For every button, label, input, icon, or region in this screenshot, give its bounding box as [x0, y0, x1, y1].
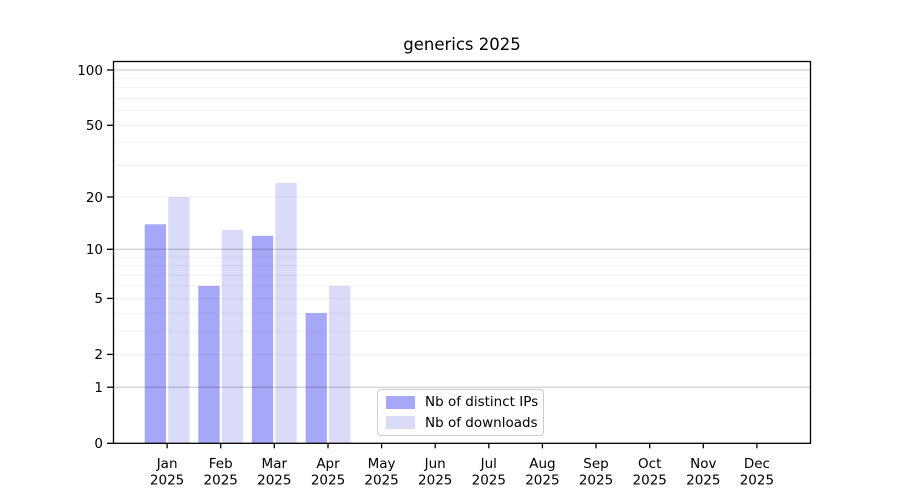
x-tick-label-month: Jun: [424, 456, 446, 472]
x-tick-label-month: Feb: [209, 456, 233, 472]
x-tick-label-year: 2025: [257, 472, 291, 488]
y-tick-label: 1: [94, 380, 103, 396]
bar-distinct-ips-jan: [144, 224, 166, 444]
y-tick-label: 20: [86, 190, 103, 206]
x-tick-label-year: 2025: [633, 472, 667, 488]
y-tick-label: 2: [94, 347, 103, 363]
legend-swatch-downloads: [386, 416, 415, 430]
legend: Nb of distinct IPs Nb of downloads: [377, 389, 544, 436]
x-tick-label-year: 2025: [525, 472, 559, 488]
y-tick-label: 10: [86, 242, 103, 258]
x-tick-label-month: Oct: [638, 456, 661, 472]
x-tick-label-month: Jul: [480, 456, 497, 472]
y-tick-label: 100: [77, 63, 103, 79]
x-tick-label-month: Sep: [583, 456, 608, 472]
x-tick-label-year: 2025: [364, 472, 398, 488]
x-tick-label-month: Apr: [316, 456, 340, 472]
x-tick-label-year: 2025: [579, 472, 613, 488]
y-tick-label: 5: [94, 291, 103, 307]
bar-downloads-feb: [221, 229, 244, 444]
chart-title: generics 2025: [403, 35, 521, 54]
x-tick-label-month: Dec: [744, 456, 770, 472]
x-tick-label-year: 2025: [740, 472, 774, 488]
x-tick-label-year: 2025: [418, 472, 452, 488]
x-tick-label-year: 2025: [204, 472, 238, 488]
x-tick-label-year: 2025: [150, 472, 184, 488]
legend-label-downloads: Nb of downloads: [425, 414, 538, 431]
x-tick-label-year: 2025: [686, 472, 720, 488]
bar-distinct-ips-mar: [251, 235, 274, 444]
legend-label-distinct-ips: Nb of distinct IPs: [425, 394, 539, 411]
legend-item-distinct-ips: Nb of distinct IPs: [386, 394, 543, 410]
bar-downloads-mar: [275, 182, 297, 444]
x-tick-label-month: Jan: [156, 456, 178, 472]
legend-item-downloads: Nb of downloads: [386, 415, 543, 431]
x-tick-label-month: Aug: [529, 456, 555, 472]
bar-distinct-ips-apr: [305, 313, 327, 444]
bar-distinct-ips-feb: [198, 285, 220, 444]
y-tick-label: 0: [94, 436, 103, 452]
bar-downloads-jan: [168, 197, 190, 444]
plot-border: [112, 60, 812, 444]
x-tick-label-year: 2025: [472, 472, 506, 488]
x-tick-label-month: May: [368, 456, 396, 472]
x-tick-label-month: Nov: [690, 456, 716, 472]
bar-downloads-apr: [329, 285, 351, 444]
x-tick-label-month: Mar: [262, 456, 288, 472]
x-tick-label-year: 2025: [311, 472, 345, 488]
y-tick-label: 50: [86, 118, 103, 134]
legend-swatch-distinct-ips: [386, 395, 415, 409]
